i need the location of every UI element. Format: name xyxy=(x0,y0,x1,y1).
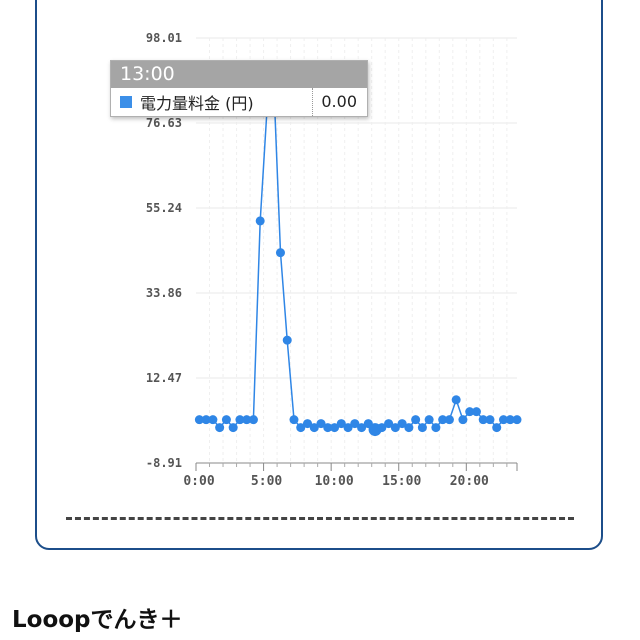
x-tick-label: 10:00 xyxy=(315,474,354,489)
data-point[interactable] xyxy=(289,415,299,425)
data-point[interactable] xyxy=(309,423,319,433)
data-point[interactable] xyxy=(215,423,225,433)
data-point[interactable] xyxy=(248,415,258,425)
x-tick-label: 5:00 xyxy=(251,474,282,489)
y-tick-label: 76.63 xyxy=(146,116,182,130)
y-tick-label: 33.86 xyxy=(146,286,182,300)
data-point[interactable] xyxy=(377,423,387,433)
data-point[interactable] xyxy=(228,423,238,433)
x-tick-label: 15:00 xyxy=(382,474,421,489)
data-point[interactable] xyxy=(303,419,313,429)
dashed-divider xyxy=(66,517,574,520)
data-point[interactable] xyxy=(465,407,475,417)
data-point[interactable] xyxy=(478,415,488,425)
data-point[interactable] xyxy=(512,415,522,425)
data-point[interactable] xyxy=(390,423,400,433)
data-point[interactable] xyxy=(505,415,515,425)
data-point[interactable] xyxy=(492,423,502,433)
tooltip-value: 0.00 xyxy=(312,88,367,116)
data-point[interactable] xyxy=(336,419,346,429)
data-point[interactable] xyxy=(424,415,434,425)
tooltip-time: 13:00 xyxy=(111,61,367,88)
y-tick-label: -8.91 xyxy=(146,456,182,470)
chart-tooltip: 13:00 電力量料金 (円) 0.00 xyxy=(110,60,368,117)
data-point[interactable] xyxy=(275,248,285,258)
data-point[interactable] xyxy=(498,415,508,425)
chart-axes: 98.01 76.63 55.24 33.86 12.47 -8.910:00 5:00 10… xyxy=(146,31,518,489)
x-tick-label: 0:00 xyxy=(183,474,214,489)
data-point[interactable] xyxy=(438,415,448,425)
data-point[interactable] xyxy=(201,415,211,425)
y-tick-label: 55.24 xyxy=(146,201,182,215)
data-point[interactable] xyxy=(485,415,495,425)
data-point[interactable] xyxy=(296,423,306,433)
data-point[interactable] xyxy=(242,415,252,425)
chart-series[interactable] xyxy=(194,77,522,437)
y-tick-label: 12.47 xyxy=(146,371,182,385)
data-point[interactable] xyxy=(417,423,427,433)
data-point[interactable] xyxy=(384,419,394,429)
series-swatch-icon xyxy=(120,96,132,108)
data-point[interactable] xyxy=(208,415,218,425)
data-point[interactable] xyxy=(458,415,468,425)
data-point[interactable] xyxy=(350,419,360,429)
data-point[interactable] xyxy=(451,395,461,405)
tooltip-series-name: 電力量料金 (円) xyxy=(140,94,254,113)
data-point[interactable] xyxy=(194,415,204,425)
y-tick-label: 98.01 xyxy=(146,31,182,45)
data-point[interactable] xyxy=(471,407,481,417)
data-point[interactable] xyxy=(404,423,414,433)
data-point[interactable] xyxy=(357,423,367,433)
data-point[interactable] xyxy=(411,415,421,425)
data-point[interactable] xyxy=(397,419,407,429)
data-point[interactable] xyxy=(330,423,340,433)
data-point[interactable] xyxy=(235,415,245,425)
data-point[interactable] xyxy=(316,419,326,429)
data-point[interactable] xyxy=(323,423,333,433)
x-tick-label: 20:00 xyxy=(450,474,489,489)
data-point[interactable] xyxy=(431,423,441,433)
data-point[interactable] xyxy=(343,423,353,433)
data-point[interactable] xyxy=(221,415,231,425)
tooltip-row: 電力量料金 (円) 0.00 xyxy=(111,88,367,116)
data-point[interactable] xyxy=(444,415,454,425)
section-title: Looopでんき＋ xyxy=(12,607,183,633)
data-point[interactable] xyxy=(255,216,265,226)
data-point[interactable] xyxy=(282,335,292,345)
